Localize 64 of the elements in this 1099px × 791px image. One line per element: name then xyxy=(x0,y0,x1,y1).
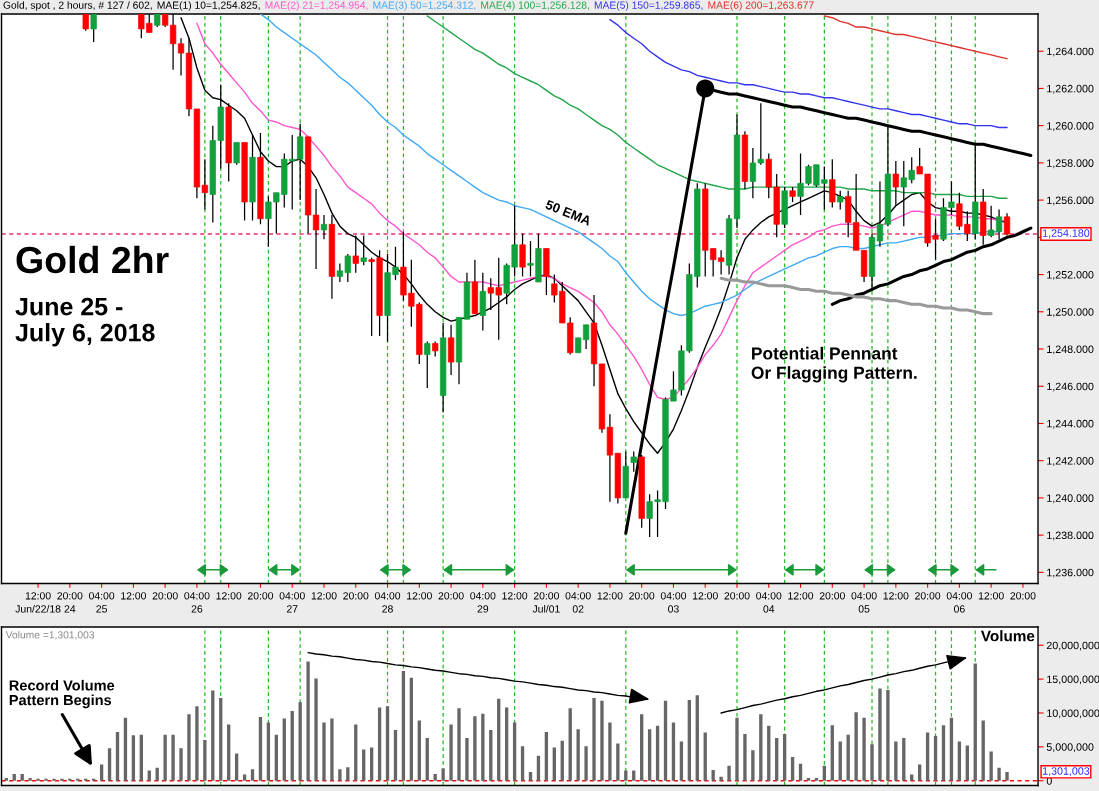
x-tick-label: 20:00 xyxy=(343,592,369,600)
y-tick-label: 1,264.000 xyxy=(1047,47,1094,57)
y-tick-label: 1,240.000 xyxy=(1047,494,1094,504)
series-label: MAE(6) 200=1,263.677 xyxy=(708,1,814,11)
annotation: Gold 2hr xyxy=(16,245,169,274)
x-tick-label: 12:00 xyxy=(978,592,1004,600)
annotation: 50 EMA xyxy=(544,199,592,226)
y-tick-label: 20,000,000 xyxy=(1046,641,1099,651)
x-tick-label: 04:00 06 xyxy=(946,592,972,613)
x-tick-label: 20:00 xyxy=(247,592,274,600)
x-tick-label: 04:00 29 xyxy=(470,592,496,613)
y-tick-label: 1,246.000 xyxy=(1047,382,1094,392)
y-tick-label: 1,244.000 xyxy=(1047,419,1094,429)
y-tick-label: 1,236.000 xyxy=(1047,568,1094,578)
y-tick-label: 1,258.000 xyxy=(1047,159,1094,169)
x-tick-label: 04:00 04 xyxy=(756,592,782,613)
y-tick-label: 1,242.000 xyxy=(1047,457,1094,466)
chart-title: Volume =1,301,003 xyxy=(5,630,95,640)
chart-title: Gold, spot , 2 hours, # 127 / 602, xyxy=(3,1,152,11)
annotation: Volume xyxy=(980,630,1035,642)
x-tick-label: 12:00 xyxy=(692,592,718,600)
x-tick-label: 04:00 25 xyxy=(88,592,115,613)
text: MAE(3) 50=1,254.312, xyxy=(373,1,476,11)
x-tick-label: 12:00 xyxy=(788,592,814,600)
x-tick-label: 04:00 26 xyxy=(184,592,210,613)
text: MAE(2) 21=1,254.954, xyxy=(265,1,368,11)
x-tick-label: 12:00 xyxy=(216,592,242,600)
annotation: Record Volume Pattern Begins xyxy=(9,679,115,709)
annotation: June 25 - July 6, 2018 xyxy=(15,297,155,347)
x-tick-label: 20:00 xyxy=(438,592,464,600)
x-tick-label: 20:00 xyxy=(819,592,845,600)
x-tick-label: 12:00 xyxy=(883,592,909,600)
x-tick-label: 20:00 xyxy=(724,592,750,600)
x-tick-label: 12:00 xyxy=(311,592,337,600)
ref-line-label: 1,254.180 xyxy=(1042,229,1090,239)
x-tick-label: 12:00 xyxy=(502,592,528,600)
x-tick-label: 04:00 02 xyxy=(565,592,591,613)
x-tick-label: 20:00 xyxy=(1010,592,1036,600)
y-tick-label: 1,260.000 xyxy=(1047,122,1094,131)
x-tick-label: 20:00 xyxy=(152,592,178,600)
x-tick-label: 20:00 xyxy=(915,592,941,600)
y-tick-label: 1,250.000 xyxy=(1047,308,1094,318)
y-tick-label: 1,256.000 xyxy=(1047,196,1094,206)
x-tick-label: 04:00 28 xyxy=(374,592,401,613)
y-tick-label: 5,000,000 xyxy=(1046,743,1094,753)
x-tick-label: 04:00 05 xyxy=(851,592,877,613)
y-tick-label: 1,238.000 xyxy=(1047,531,1094,541)
y-tick-label: 10,000,000 xyxy=(1047,709,1099,719)
text: MAE(4) 100=1,256.128, xyxy=(481,1,589,11)
y-tick-label: 1,252.000 xyxy=(1047,270,1094,280)
x-tick-label: 12:00 xyxy=(121,592,147,600)
y-tick-label: 1,262.000 xyxy=(1047,84,1094,94)
x-tick-label: 04:00 03 xyxy=(660,592,687,613)
text: MAE(1) 10=1,254.825, xyxy=(157,1,260,11)
y-tick-label: 1,248.000 xyxy=(1047,345,1094,355)
y-tick-label: 15,000,000 xyxy=(1047,675,1099,685)
series-label: MAE(5) 150=1,259.865, xyxy=(594,1,703,11)
x-tick-label: 12:00 xyxy=(407,592,432,600)
text: 1,301,003 xyxy=(1042,767,1090,776)
x-tick-label: 20:00 Jul/01 xyxy=(532,592,560,613)
x-tick-label: 20:00 xyxy=(629,592,655,600)
x-tick-label: 04:00 27 xyxy=(279,592,305,613)
x-tick-label: 12:00 xyxy=(597,592,623,600)
annotation: Potential Pennant Or Flagging Pattern. xyxy=(751,346,917,383)
